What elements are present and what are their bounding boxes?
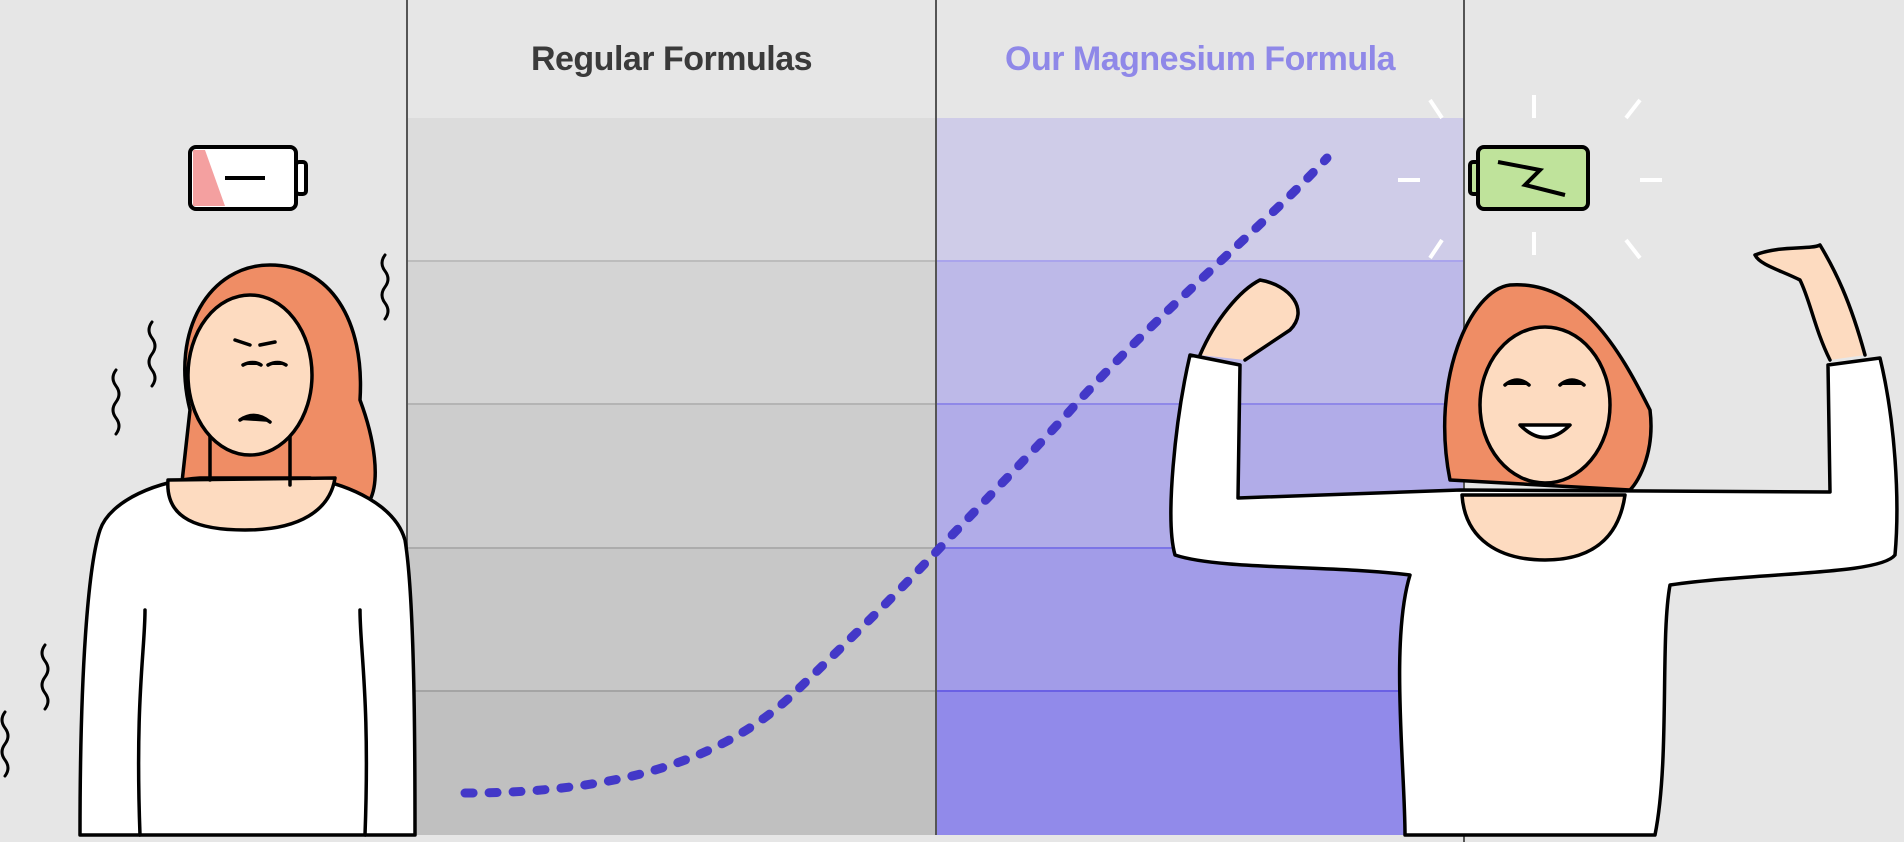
sparkle-rays — [1398, 95, 1662, 260]
regular-band-3 — [407, 404, 936, 548]
regular-band-1 — [407, 118, 936, 261]
tired-woman-illustration — [0, 253, 417, 837]
regular-band-5 — [407, 691, 936, 835]
charged-battery-icon — [1398, 95, 1662, 260]
low-battery-icon — [188, 145, 308, 211]
energized-woman-illustration — [1169, 243, 1899, 837]
magnesium-band-5 — [936, 691, 1464, 835]
magnesium-formula-header: Our Magnesium Formula — [1005, 39, 1396, 78]
regular-band-4 — [407, 548, 936, 691]
magnesium-band-1 — [936, 118, 1464, 261]
regular-band-2 — [407, 261, 936, 404]
regular-column-bands — [407, 118, 936, 835]
regular-formulas-header: Regular Formulas — [530, 39, 813, 78]
energy-curve — [460, 153, 1332, 798]
